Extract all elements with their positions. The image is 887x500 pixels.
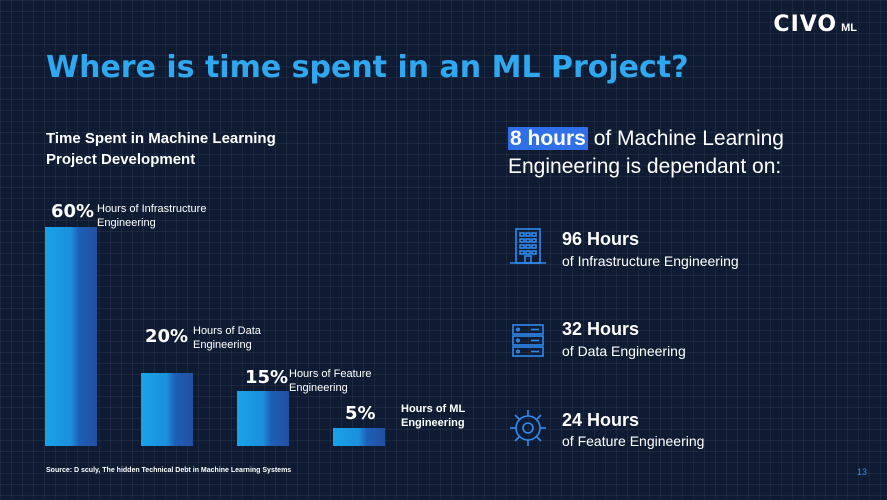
page-number: 13	[856, 467, 867, 477]
bar-label-feature: Hours of Feature Engineering	[289, 368, 372, 394]
bar-feature	[237, 391, 289, 446]
bar-pct-infrastructure: 60%	[51, 201, 95, 222]
chart-title-line1: Time Spent in Machine Learning	[46, 130, 276, 147]
headline-line1-rest: of Machine Learning	[587, 127, 784, 150]
bar-label-infrastructure: Hours of Infrastructure Engineering	[97, 203, 207, 229]
bar-data	[141, 373, 193, 446]
stat-desc-infrastructure: of Infrastructure Engineering	[562, 253, 739, 269]
bar-pct-ml: 5%	[345, 403, 376, 424]
chart-title: Time Spent in Machine Learning Project D…	[46, 128, 336, 170]
stat-desc-data: of Data Engineering	[562, 343, 686, 359]
headline-line2: Engineering is dependant on:	[508, 155, 782, 178]
slide-title: Where is time spent in an ML Project?	[46, 50, 689, 85]
building-icon	[507, 225, 549, 267]
logo-mark: CIVO	[773, 12, 838, 37]
gear-icon	[507, 407, 549, 449]
stat-hours-infrastructure: 96 Hours	[562, 229, 640, 249]
bar-label-data: Hours of Data Engineering	[193, 325, 261, 351]
bar-label-ml: Hours of ML Engineering	[401, 403, 466, 429]
stat-hours-feature: 24 Hours	[562, 410, 640, 430]
server-icon	[507, 319, 549, 361]
bar-pct-feature: 15%	[245, 367, 289, 388]
bar-pct-data: 20%	[145, 326, 189, 347]
bar-ml	[333, 428, 385, 446]
chart-title-line2: Project Development	[46, 151, 196, 168]
logo-sub: ML	[841, 22, 857, 34]
headline-highlight: 8 hours	[508, 127, 588, 150]
stat-desc-feature: of Feature Engineering	[562, 433, 705, 449]
bar-infrastructure	[45, 227, 97, 446]
source-citation: Source: D sculy, The hidden Technical De…	[46, 467, 292, 474]
civo-ml-logo: CIVO ML	[773, 12, 857, 37]
headline: 8 hours of Machine Learning Engineering …	[508, 125, 868, 181]
stat-hours-data: 32 Hours	[562, 319, 640, 339]
